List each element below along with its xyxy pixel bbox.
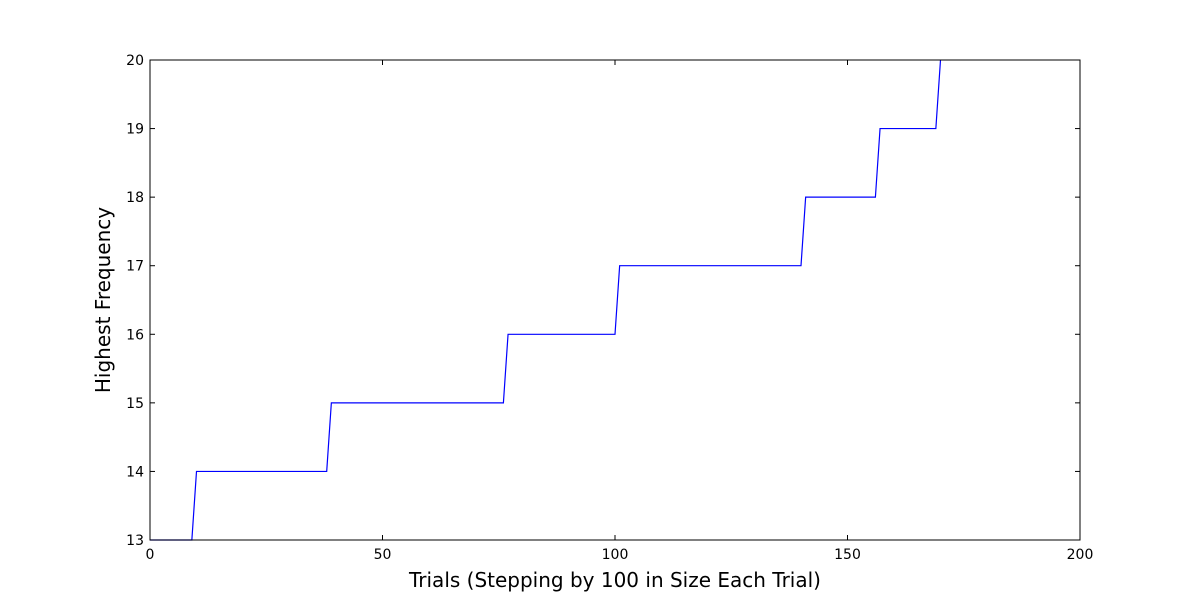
- x-tick-label: 0: [146, 547, 155, 563]
- y-tick-label: 15: [126, 396, 144, 412]
- plot-area: [150, 59, 942, 541]
- y-axis-title: Highest Frequency: [91, 207, 115, 393]
- y-tick-label: 17: [126, 259, 144, 275]
- plot-frame: [149, 59, 1081, 541]
- y-tick-label: 14: [126, 464, 144, 480]
- y-tick-label: 19: [126, 122, 144, 138]
- y-tick-label: 13: [126, 533, 144, 549]
- y-tick-label: 16: [126, 327, 144, 343]
- axis-ticks: 0 50 100 150 200 13 14 15 16 17 18 19 20: [126, 53, 1093, 563]
- x-tick-label: 150: [834, 547, 861, 563]
- y-tick-label: 20: [126, 53, 144, 69]
- x-tick-label: 50: [374, 547, 392, 563]
- x-axis-title: Trials (Stepping by 100 in Size Each Tri…: [408, 568, 821, 592]
- y-tick-label: 18: [126, 190, 144, 206]
- x-tick-label: 200: [1067, 547, 1094, 563]
- series-line-0: [150, 59, 942, 541]
- x-tick-label: 100: [602, 547, 629, 563]
